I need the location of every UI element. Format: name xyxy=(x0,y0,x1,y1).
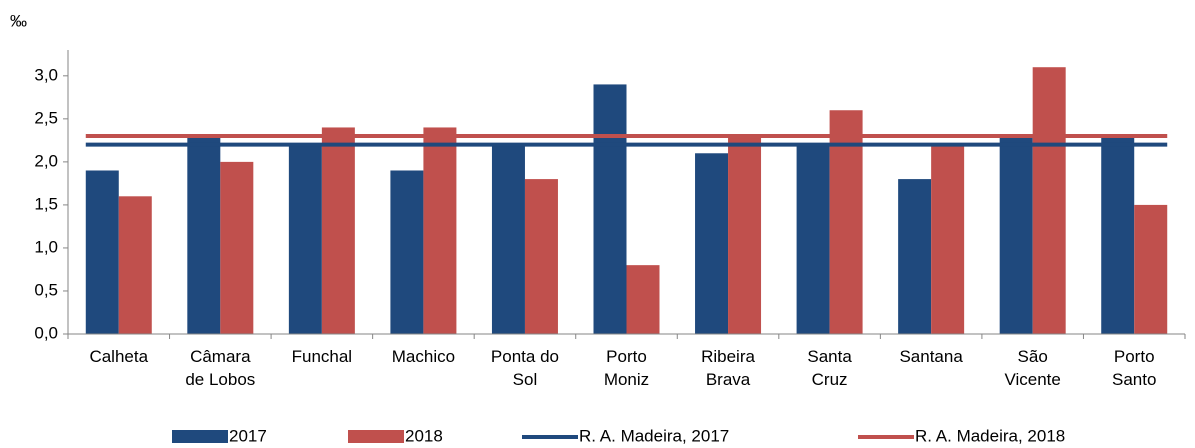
bar xyxy=(220,161,254,334)
y-tick-label: 3,0 xyxy=(34,65,58,84)
bar xyxy=(1134,204,1168,334)
bar xyxy=(524,179,558,334)
bar xyxy=(1101,136,1135,334)
bar xyxy=(999,136,1033,334)
bar xyxy=(85,170,119,334)
bar xyxy=(321,127,355,334)
x-tick-label: Ribeira Brava xyxy=(701,347,755,389)
x-tick-label: Câmara de Lobos xyxy=(185,347,256,389)
bar xyxy=(491,144,525,334)
bar xyxy=(593,84,627,334)
y-tick-label: 1,5 xyxy=(34,194,58,213)
bar xyxy=(288,144,322,334)
bar xyxy=(796,144,830,334)
legend-swatch xyxy=(172,430,228,443)
x-tick-label: Santana xyxy=(899,347,963,366)
bar xyxy=(695,153,729,334)
bar xyxy=(626,265,660,334)
x-tick-label: Porto Santo xyxy=(1112,347,1157,389)
legend-label: 2018 xyxy=(405,426,443,445)
x-tick-label: Calheta xyxy=(89,347,149,366)
y-tick-label: 1,0 xyxy=(34,237,58,256)
legend-label: R. A. Madeira, 2017 xyxy=(579,426,729,445)
legend-label: R. A. Madeira, 2018 xyxy=(915,426,1065,445)
y-tick-label: 0,5 xyxy=(34,280,58,299)
bar xyxy=(423,127,457,334)
x-tick-label: Santa Cruz xyxy=(807,347,852,389)
x-tick-label: Ponta do Sol xyxy=(490,347,559,389)
x-tick-label: Porto Moniz xyxy=(603,347,650,389)
x-tick-label: São Vicente xyxy=(1004,347,1061,389)
x-tick-label: Funchal xyxy=(291,347,353,366)
bar xyxy=(118,196,152,334)
bar xyxy=(931,144,965,334)
y-axis-label: ‰ xyxy=(10,11,27,30)
legend-swatch xyxy=(348,430,404,443)
bar xyxy=(898,179,932,334)
y-tick-label: 2,5 xyxy=(34,108,58,127)
bar xyxy=(187,136,221,334)
x-tick-label: Machico xyxy=(391,347,456,366)
y-tick-label: 0,0 xyxy=(34,323,58,342)
bar xyxy=(390,170,424,334)
bar xyxy=(829,110,863,334)
bar xyxy=(1032,67,1066,334)
y-tick-label: 2,0 xyxy=(34,151,58,170)
bar xyxy=(728,136,762,334)
legend-label: 2017 xyxy=(229,426,267,445)
